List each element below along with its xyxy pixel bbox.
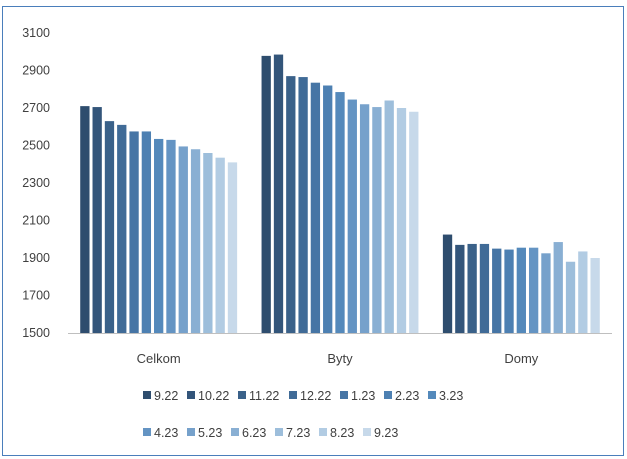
bar-byty-1-23 (310, 82, 321, 333)
legend-swatch-9-23 (363, 428, 371, 436)
legend-swatch-8-23 (319, 428, 327, 436)
legend-swatch-4-23 (143, 428, 151, 436)
bar-celkom-11-22 (104, 121, 115, 333)
bar-byty-9-22 (261, 55, 271, 333)
bar-domy-3-23 (516, 247, 526, 333)
legend-swatch-12-22 (289, 391, 297, 399)
legend-label-3-23: 3.23 (439, 389, 463, 403)
bar-celkom-10-22 (92, 107, 102, 333)
bar-celkom-8-23 (215, 157, 225, 333)
bar-byty-12-22 (298, 77, 308, 333)
bar-byty-7-23 (384, 100, 394, 333)
legend-label-2-23: 2.23 (395, 389, 419, 403)
bar-celkom-6-23 (190, 149, 201, 333)
bar-celkom-5-23 (178, 146, 188, 333)
legend-label-5-23: 5.23 (198, 426, 222, 440)
bar-celkom-9-22 (80, 106, 90, 333)
bar-domy-1-23 (492, 248, 502, 333)
legend-label-9-23: 9.23 (374, 426, 398, 440)
legend-label-4-23: 4.23 (154, 426, 178, 440)
legend-label-10-22: 10.22 (198, 389, 229, 403)
bar-byty-6-23 (372, 107, 382, 333)
bar-byty-11-22 (286, 76, 296, 333)
bar-domy-5-23 (541, 253, 551, 333)
bar-celkom-9-23 (227, 162, 238, 333)
bar-domy-10-22 (455, 244, 465, 333)
y-tick-label: 1500 (22, 326, 50, 340)
bar-byty-10-22 (273, 54, 284, 333)
bar-domy-12-22 (479, 243, 490, 333)
bar-byty-5-23 (359, 104, 370, 333)
bar-domy-8-23 (578, 251, 588, 333)
bar-byty-9-23 (409, 111, 419, 333)
y-tick-label: 2100 (22, 214, 50, 228)
y-tick-label: 2700 (22, 101, 50, 115)
y-tick-label: 2900 (22, 64, 50, 78)
bar-celkom-7-23 (203, 153, 213, 333)
legend-label-6-23: 6.23 (242, 426, 266, 440)
bar-celkom-1-23 (129, 131, 139, 333)
y-tick-label: 3100 (22, 26, 50, 40)
category-label: Domy (504, 351, 538, 366)
legend-swatch-10-22 (187, 391, 195, 399)
legend-swatch-3-23 (428, 391, 436, 399)
legend-label-8-23: 8.23 (330, 426, 354, 440)
bar-domy-4-23 (528, 247, 539, 333)
legend-swatch-7-23 (275, 428, 283, 436)
y-tick-label: 2500 (22, 139, 50, 153)
y-tick-label: 1900 (22, 251, 50, 265)
legend-label-11-22: 11.22 (249, 389, 279, 403)
bar-domy-2-23 (504, 249, 514, 333)
legend-swatch-1-23 (340, 391, 348, 399)
legend-swatch-11-22 (238, 391, 246, 399)
legend-label-1-23: 1.23 (351, 389, 375, 403)
legend-swatch-2-23 (384, 391, 392, 399)
category-label: Byty (327, 351, 353, 366)
legend-label-9-22: 9.22 (154, 389, 178, 403)
bar-celkom-4-23 (166, 139, 176, 333)
bar-domy-9-22 (442, 234, 453, 333)
category-label: Celkom (137, 351, 181, 366)
bar-domy-9-23 (590, 258, 600, 333)
bar-domy-6-23 (553, 242, 563, 333)
bar-domy-11-22 (467, 243, 477, 333)
legend-swatch-5-23 (187, 428, 195, 436)
legend-swatch-9-22 (143, 391, 151, 399)
y-tick-label: 1700 (22, 289, 50, 303)
y-tick-label: 2300 (22, 176, 50, 190)
legend-label-12-22: 12.22 (300, 389, 331, 403)
bar-celkom-12-22 (117, 124, 127, 333)
bar-celkom-3-23 (154, 138, 164, 333)
bar-byty-2-23 (323, 85, 333, 333)
legend-label-7-23: 7.23 (286, 426, 310, 440)
legend-swatch-6-23 (231, 428, 239, 436)
bar-byty-3-23 (335, 92, 345, 333)
bar-domy-7-23 (565, 261, 576, 333)
bar-byty-8-23 (396, 108, 407, 333)
bar-byty-4-23 (347, 99, 357, 333)
bar-celkom-2-23 (141, 131, 152, 333)
